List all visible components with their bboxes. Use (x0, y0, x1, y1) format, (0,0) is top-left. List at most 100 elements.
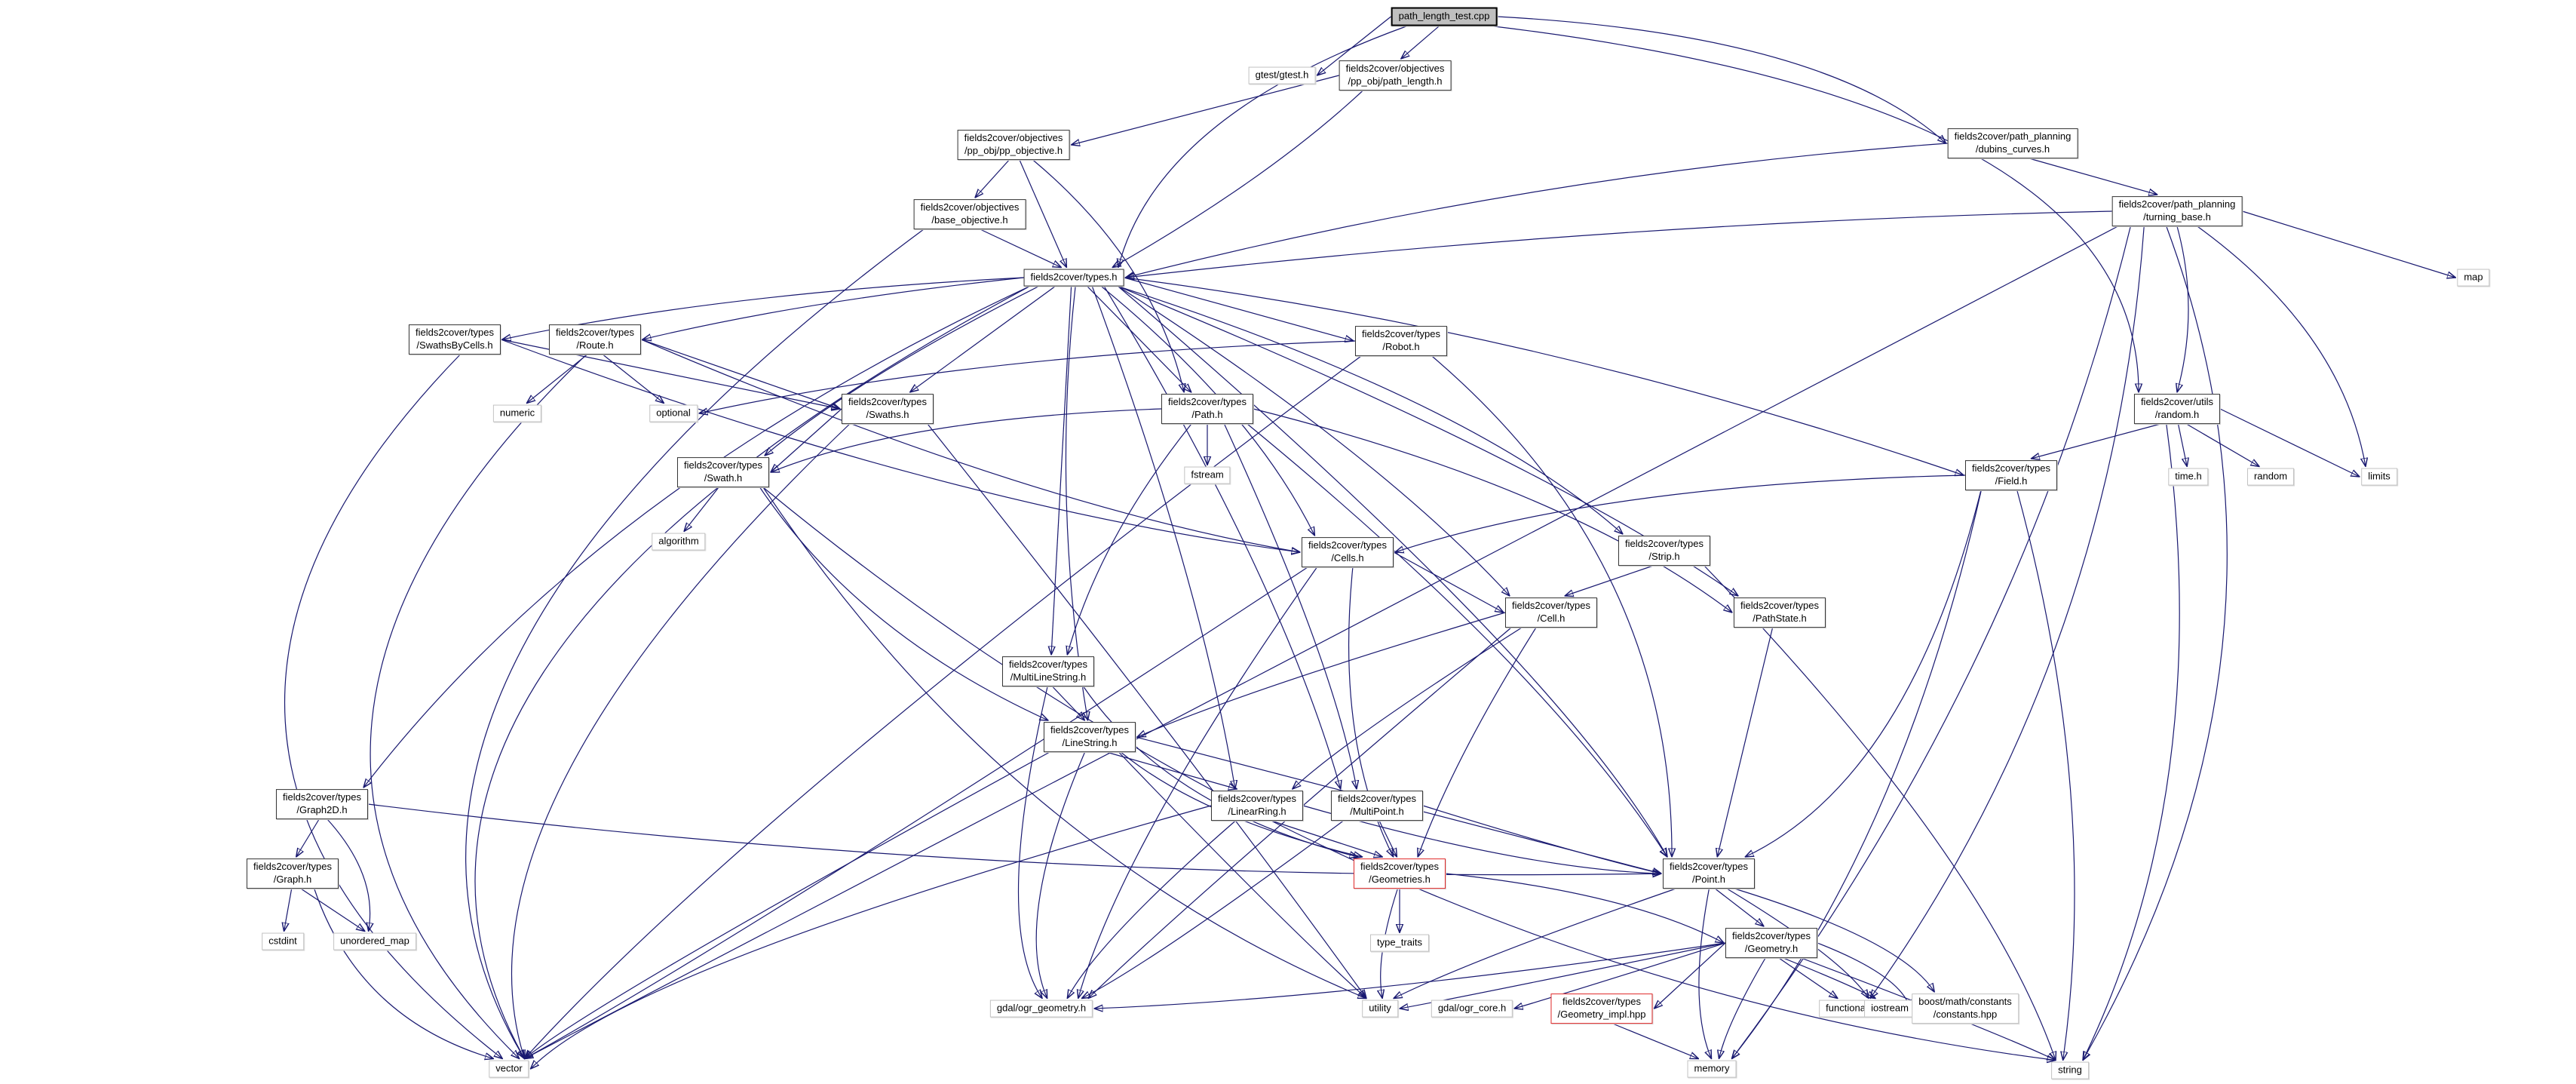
graph-node-turning[interactable]: fields2cover/path_planning/turning_base.… (2111, 196, 2243, 226)
include-edge-route-to-numeric (526, 354, 588, 404)
include-edge-types-to-strip (1118, 285, 1624, 535)
graph-node-label: gtest/gtest.h (1255, 69, 1309, 81)
graph-node-label: fields2cover/types (282, 791, 362, 803)
include-edge-types-to-mp (1103, 286, 1341, 790)
graph-node-mls[interactable]: fields2cover/types/MultiLineString.h (1001, 656, 1095, 686)
graph-node-ppobj[interactable]: fields2cover/objectives/pp_obj/pp_object… (957, 130, 1070, 160)
graph-node-label: vector (495, 1062, 523, 1074)
include-edge-swaths-to-swath (771, 408, 842, 472)
include-edge-randomh-to-field (2031, 423, 2161, 459)
graph-node-label: fields2cover/types (1669, 861, 1749, 873)
include-edge-types-to-ls (1065, 286, 1087, 721)
include-edge-pathlen-to-ppobj (1072, 75, 1339, 145)
include-edge-types-to-swath (765, 285, 1039, 456)
graph-node-cstdint: cstdint (262, 932, 304, 950)
graph-node-label: fields2cover/types.h (1030, 271, 1118, 283)
graph-node-label: string (2058, 1064, 2082, 1076)
graph-node-label: numeric (499, 407, 535, 419)
include-edge-randomh-to-string (2083, 423, 2180, 1061)
graph-node-sbc[interactable]: fields2cover/types/SwathsByCells.h (408, 324, 501, 355)
graph-node-swath[interactable]: fields2cover/types/Swath.h (676, 457, 770, 487)
graph-node-pathlen[interactable]: fields2cover/objectives/pp_obj/path_leng… (1339, 60, 1452, 91)
include-edge-swath-to-string (762, 487, 2056, 1061)
graph-node-robot[interactable]: fields2cover/types/Robot.h (1354, 326, 1448, 356)
graph-node-label: fields2cover/types (1008, 659, 1088, 671)
include-edge-cells-to-cell (1393, 551, 1504, 613)
graph-node-label: /Geometries.h (1369, 874, 1431, 885)
include-edge-dubins-to-turning (2029, 158, 2157, 195)
graph-node-label: /base_objective.h (931, 214, 1008, 226)
include-edge-types-to-cell (1118, 285, 1510, 597)
graph-node-lr[interactable]: fields2cover/types/LinearRing.h (1210, 791, 1304, 821)
include-edge-test-to-pathlen (1401, 26, 1440, 60)
graph-node-point[interactable]: fields2cover/types/Point.h (1662, 858, 1756, 889)
graph-node-map: map (2457, 269, 2490, 287)
graph-node-route[interactable]: fields2cover/types/Route.h (548, 324, 642, 355)
graph-node-label: fields2cover/types (1511, 600, 1591, 612)
graph-node-cell[interactable]: fields2cover/types/Cell.h (1504, 597, 1598, 628)
include-edge-types-to-graph2d (363, 285, 1030, 788)
graph-node-label: /Robot.h (1382, 341, 1420, 352)
graph-node-randomh[interactable]: fields2cover/utils/random.h (2133, 394, 2221, 424)
graph-node-geometry[interactable]: fields2cover/types/Geometry.h (1725, 928, 1818, 958)
include-edge-route-to-optional (603, 354, 664, 404)
include-edge-test-to-dubins (1497, 16, 1946, 143)
include-edge-path-to-mls (1067, 423, 1192, 655)
graph-node-types[interactable]: fields2cover/types.h (1023, 269, 1124, 287)
graph-node-cells[interactable]: fields2cover/types/Cells.h (1301, 537, 1394, 567)
include-edge-types-to-mls (1051, 286, 1072, 656)
include-edge-ls-to-vector (525, 751, 1050, 1059)
include-edge-ls-to-point (1135, 736, 1661, 874)
graph-node-strip[interactable]: fields2cover/types/Strip.h (1618, 536, 1711, 566)
graph-node-label: fields2cover/types (1971, 462, 2051, 474)
include-edge-types-to-path (1087, 286, 1191, 393)
include-edge-mls-to-ogrgeom (1017, 686, 1048, 999)
graph-node-geoms[interactable]: fields2cover/types/Geometries.h (1353, 858, 1446, 889)
graph-node-pathstate[interactable]: fields2cover/types/PathState.h (1733, 597, 1826, 628)
graph-node-fstream: fstream (1184, 466, 1231, 484)
include-edge-geomimpl-to-memory (1612, 1023, 1699, 1059)
graph-node-label: fields2cover/path_planning (2118, 198, 2236, 210)
graph-node-label: /constants.hpp (1933, 1009, 1998, 1020)
graph-node-ls[interactable]: fields2cover/types/LineString.h (1043, 722, 1136, 752)
include-edge-swaths-to-vector (511, 423, 851, 1059)
graph-node-graph2d[interactable]: fields2cover/types/Graph2D.h (275, 789, 369, 819)
graph-node-label: /dubins_curves.h (1975, 143, 2050, 155)
include-edge-baseobj-to-types (980, 229, 1062, 268)
graph-node-label: optional (656, 407, 691, 419)
graph-node-path[interactable]: fields2cover/types/Path.h (1161, 394, 1254, 424)
graph-node-label: fields2cover/types (1050, 724, 1130, 736)
graph-node-label: /turning_base.h (2143, 211, 2211, 223)
graph-node-label: /MultiLineString.h (1010, 671, 1087, 683)
include-edge-pathstate-to-point (1717, 627, 1774, 857)
include-edge-point-to-iostream (1726, 888, 1869, 999)
graph-node-mp[interactable]: fields2cover/types/MultiPoint.h (1330, 791, 1424, 821)
graph-node-dubins[interactable]: fields2cover/path_planning/dubins_curves… (1947, 128, 2078, 158)
include-edge-baseobj-to-vector (465, 229, 925, 1059)
graph-node-baseobj[interactable]: fields2cover/objectives/base_objective.h (913, 199, 1026, 229)
graph-node-label: /Graph.h (273, 874, 312, 885)
include-edge-lr-to-vector (531, 805, 1212, 1069)
graph-node-field[interactable]: fields2cover/types/Field.h (1964, 460, 2058, 490)
graph-node-label: algorithm (658, 535, 699, 547)
include-edge-path-to-point (1247, 423, 1667, 857)
graph-node-label: fields2cover/objectives (1345, 63, 1445, 75)
include-edge-test-to-gtest (1317, 16, 1391, 75)
include-edge-cells-to-ogrgeom (1078, 567, 1317, 999)
include-edge-graph-to-cstdint (284, 888, 293, 932)
graph-node-timeh: time.h (2168, 468, 2209, 486)
graph-node-label: /LinearRing.h (1228, 806, 1286, 817)
graph-node-graph[interactable]: fields2cover/types/Graph.h (246, 858, 339, 889)
graph-node-label: /LineString.h (1062, 737, 1118, 748)
graph-node-geomimpl[interactable]: fields2cover/types/Geometry_impl.hpp (1550, 993, 1653, 1024)
graph-node-limits: limits (2361, 468, 2397, 486)
graph-node-swaths[interactable]: fields2cover/types/Swaths.h (841, 394, 934, 424)
graph-node-label: time.h (2175, 470, 2202, 482)
include-edge-mp-to-ogrgeom (1081, 820, 1344, 999)
include-edge-strip-to-cell (1565, 565, 1654, 596)
include-edge-geometry-to-memory (1719, 957, 1766, 1059)
include-edge-path-to-swath (771, 408, 1162, 472)
include-edge-lr-to-ogrgeom (1067, 820, 1236, 999)
graph-node-label: fields2cover/objectives (920, 201, 1020, 213)
